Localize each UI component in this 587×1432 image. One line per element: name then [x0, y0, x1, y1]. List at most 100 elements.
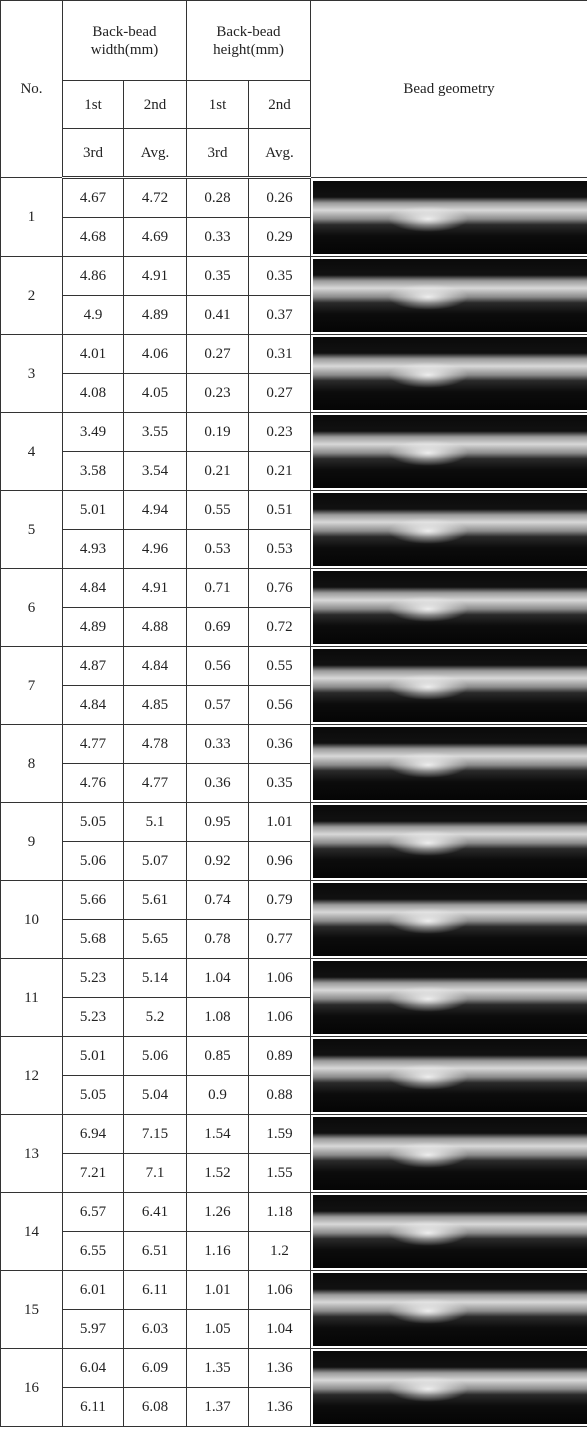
cell: 0.29	[249, 218, 311, 257]
header-text: Back-bead width(mm)	[80, 23, 170, 59]
cell: 0.33	[187, 218, 249, 257]
cell: 5.2	[124, 998, 187, 1037]
table-row: 34.014.060.270.31	[1, 335, 587, 374]
cell: 4.87	[63, 647, 124, 686]
cell: 1.05	[187, 1310, 249, 1349]
cell: 1.55	[249, 1154, 311, 1193]
cell: 5.14	[124, 959, 187, 998]
row-number: 6	[1, 569, 63, 647]
header-no: No.	[1, 1, 63, 178]
cell: 0.33	[187, 725, 249, 764]
cell: 1.01	[249, 803, 311, 842]
sub-header: 1st	[63, 81, 124, 129]
cell: 5.04	[124, 1076, 187, 1115]
bead-image	[313, 961, 587, 1034]
cell: 6.11	[124, 1271, 187, 1310]
cell: 4.72	[124, 178, 187, 218]
cell: 4.08	[63, 374, 124, 413]
cell: 4.84	[63, 569, 124, 608]
image-cell	[311, 1271, 587, 1349]
cell: 3.54	[124, 452, 187, 491]
cell: 6.04	[63, 1349, 124, 1388]
cell: 0.78	[187, 920, 249, 959]
row-number: 7	[1, 647, 63, 725]
cell: 1.06	[249, 959, 311, 998]
cell: 5.61	[124, 881, 187, 920]
image-cell	[311, 413, 587, 491]
cell: 3.58	[63, 452, 124, 491]
cell: 6.08	[124, 1388, 187, 1427]
cell: 6.94	[63, 1115, 124, 1154]
cell: 5.06	[124, 1037, 187, 1076]
cell: 1.06	[249, 998, 311, 1037]
row-number: 12	[1, 1037, 63, 1115]
row-number: 13	[1, 1115, 63, 1193]
table-row: 125.015.060.850.89	[1, 1037, 587, 1076]
cell: 4.91	[124, 569, 187, 608]
cell: 3.55	[124, 413, 187, 452]
cell: 0.53	[249, 530, 311, 569]
cell: 5.01	[63, 491, 124, 530]
bead-image	[313, 1195, 587, 1268]
cell: 4.05	[124, 374, 187, 413]
cell: 4.9	[63, 296, 124, 335]
table-row: 74.874.840.560.55	[1, 647, 587, 686]
cell: 1.04	[187, 959, 249, 998]
cell: 5.01	[63, 1037, 124, 1076]
cell: 5.06	[63, 842, 124, 881]
cell: 5.97	[63, 1310, 124, 1349]
row-number: 4	[1, 413, 63, 491]
cell: 0.28	[187, 178, 249, 218]
bead-image	[313, 805, 587, 878]
cell: 1.36	[249, 1349, 311, 1388]
row-number: 14	[1, 1193, 63, 1271]
cell: 0.27	[249, 374, 311, 413]
cell: 0.92	[187, 842, 249, 881]
cell: 6.41	[124, 1193, 187, 1232]
cell: 0.27	[187, 335, 249, 374]
cell: 4.93	[63, 530, 124, 569]
cell: 6.57	[63, 1193, 124, 1232]
image-cell	[311, 803, 587, 881]
cell: 7.1	[124, 1154, 187, 1193]
cell: 4.06	[124, 335, 187, 374]
header-geometry: Bead geometry	[311, 1, 587, 178]
cell: 1.37	[187, 1388, 249, 1427]
cell: 0.57	[187, 686, 249, 725]
cell: 0.74	[187, 881, 249, 920]
cell: 1.54	[187, 1115, 249, 1154]
row-number: 1	[1, 178, 63, 257]
cell: 4.77	[124, 764, 187, 803]
cell: 5.66	[63, 881, 124, 920]
cell: 0.69	[187, 608, 249, 647]
table-row: 55.014.940.550.51	[1, 491, 587, 530]
header-height: Back-bead height(mm)	[187, 1, 311, 81]
cell: 4.67	[63, 178, 124, 218]
cell: 0.76	[249, 569, 311, 608]
cell: 5.1	[124, 803, 187, 842]
sub-header: 2nd	[124, 81, 187, 129]
cell: 1.04	[249, 1310, 311, 1349]
cell: 1.36	[249, 1388, 311, 1427]
bead-image	[313, 493, 587, 566]
cell: 4.68	[63, 218, 124, 257]
image-cell	[311, 959, 587, 1037]
bead-image	[313, 415, 587, 488]
cell: 5.65	[124, 920, 187, 959]
image-cell	[311, 569, 587, 647]
row-number: 5	[1, 491, 63, 569]
cell: 0.35	[249, 764, 311, 803]
sub-header: 3rd	[63, 129, 124, 178]
cell: 0.9	[187, 1076, 249, 1115]
cell: 0.41	[187, 296, 249, 335]
cell: 4.86	[63, 257, 124, 296]
bead-image	[313, 883, 587, 956]
cell: 1.18	[249, 1193, 311, 1232]
cell: 6.09	[124, 1349, 187, 1388]
sub-header: 2nd	[249, 81, 311, 129]
cell: 5.07	[124, 842, 187, 881]
